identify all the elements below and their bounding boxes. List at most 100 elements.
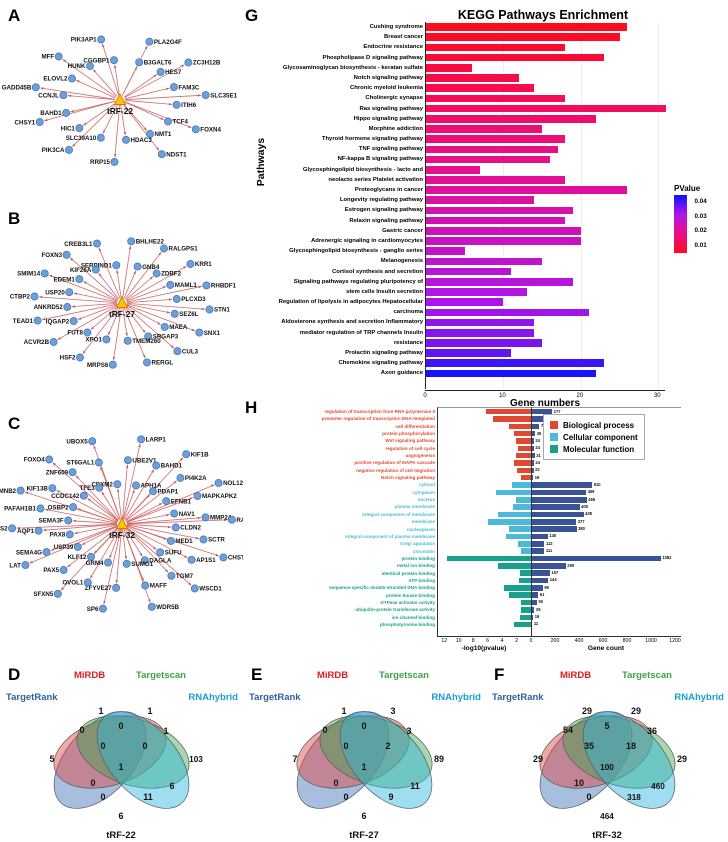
kegg-bar[interactable] [426,155,550,164]
gene-node[interactable] [95,483,104,492]
go-pvalue-bar[interactable] [520,474,531,481]
gene-node[interactable] [86,62,94,70]
go-pvalue-bar[interactable] [493,416,531,422]
gene-node[interactable] [157,150,166,159]
gene-node[interactable] [172,100,181,109]
gene-node[interactable] [173,347,182,356]
gene-node[interactable] [45,455,54,464]
gene-node[interactable] [30,292,39,301]
gene-node[interactable] [146,130,154,138]
go-genecount-bar[interactable] [531,614,534,621]
gene-node[interactable] [65,145,73,154]
venn-ellipse[interactable] [554,703,685,802]
kegg-bar[interactable] [426,257,543,266]
gene-node[interactable] [201,91,210,100]
gene-node[interactable] [219,553,228,562]
go-genecount-bar[interactable] [531,585,543,591]
go-genecount-bar[interactable] [531,592,539,598]
go-pvalue-bar[interactable] [518,541,531,547]
gene-node[interactable] [160,244,168,253]
gene-node[interactable] [49,338,58,346]
kegg-bar[interactable] [426,328,535,337]
gene-node[interactable] [36,504,45,513]
go-pvalue-bar[interactable] [498,563,531,569]
go-pvalue-bar[interactable] [487,519,531,525]
gene-node[interactable] [122,559,131,568]
go-pvalue-bar[interactable] [498,511,531,518]
gene-node[interactable] [133,262,142,271]
kegg-bar[interactable] [426,145,558,154]
gene-node[interactable] [162,497,171,506]
go-genecount-bar[interactable] [531,416,544,422]
gene-node[interactable] [184,58,193,67]
gene-node[interactable] [33,316,42,325]
gene-node[interactable] [40,269,49,278]
gene-node[interactable] [145,37,154,46]
venn-ellipse[interactable] [80,695,207,825]
kegg-bar[interactable] [426,53,605,62]
go-pvalue-bar[interactable] [518,445,531,452]
kegg-bar[interactable] [426,33,620,42]
gene-node[interactable] [8,524,17,533]
hub-node[interactable] [115,296,129,308]
kegg-bar[interactable] [426,23,628,31]
gene-node[interactable] [31,83,40,92]
venn-ellipse[interactable] [531,703,662,802]
gene-node[interactable] [75,275,84,284]
kegg-bar[interactable] [426,298,504,306]
venn-ellipse[interactable] [323,695,450,825]
gene-node[interactable] [75,124,84,133]
kegg-bar[interactable] [426,43,566,52]
go-genecount-bar[interactable] [531,607,535,613]
gene-node[interactable] [172,295,181,303]
kegg-bar[interactable] [426,135,566,143]
go-pvalue-bar[interactable] [515,497,531,503]
gene-node[interactable] [110,157,119,166]
gene-node[interactable] [182,450,191,459]
gene-node[interactable] [83,328,92,337]
gene-node[interactable] [83,578,92,587]
gene-node[interactable] [94,458,103,467]
go-genecount-bar[interactable] [531,467,534,474]
gene-node[interactable] [141,581,150,590]
gene-node[interactable] [54,52,63,61]
go-genecount-bar[interactable] [531,563,566,569]
go-pvalue-bar[interactable] [509,423,531,430]
gene-node[interactable] [112,583,121,592]
gene-node[interactable] [123,336,132,345]
kegg-bar[interactable] [426,206,574,215]
gene-node[interactable] [186,260,195,268]
go-pvalue-bar[interactable] [519,577,531,584]
go-genecount-bar[interactable] [531,526,577,532]
gene-node[interactable] [170,509,179,518]
gene-node[interactable] [199,535,208,544]
gene-node[interactable] [171,523,180,532]
go-pvalue-bar[interactable] [512,482,531,488]
gene-node[interactable] [73,542,82,551]
gene-node[interactable] [143,358,151,367]
go-pvalue-bar[interactable] [520,614,531,621]
gene-node[interactable] [156,548,165,557]
go-genecount-bar[interactable] [531,555,661,562]
go-genecount-bar[interactable] [531,423,540,430]
gene-node[interactable] [98,604,107,613]
gene-node[interactable] [227,515,236,524]
kegg-bar[interactable] [426,84,535,93]
gene-node[interactable] [69,317,78,326]
gene-node[interactable] [166,280,175,289]
gene-node[interactable] [48,484,57,493]
hub-node[interactable] [113,93,127,105]
kegg-bar[interactable] [426,359,605,368]
go-genecount-bar[interactable] [531,482,593,488]
go-genecount-bar[interactable] [531,519,577,525]
gene-node[interactable] [87,552,95,561]
kegg-bar[interactable] [426,216,566,225]
gene-node[interactable] [190,584,199,593]
gene-node[interactable] [193,491,202,500]
venn-ellipse[interactable] [45,703,176,802]
venn-ellipse[interactable] [566,695,693,825]
go-genecount-bar[interactable] [531,570,550,576]
gene-node[interactable] [88,437,97,446]
kegg-bar[interactable] [426,237,581,245]
gene-node[interactable] [53,589,62,598]
